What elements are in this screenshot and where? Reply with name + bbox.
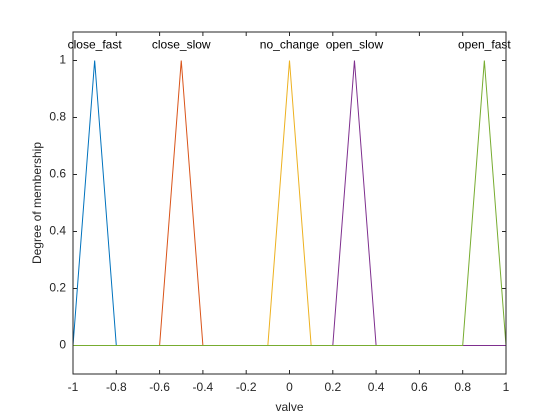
- series-label: close_fast: [68, 38, 123, 52]
- x-tick-label: 0.6: [411, 380, 428, 394]
- x-tick-label: -0.6: [149, 380, 170, 394]
- x-tick-label: -0.4: [193, 380, 214, 394]
- x-tick-label: 0.4: [368, 380, 385, 394]
- x-tick-label: -0.2: [236, 380, 257, 394]
- y-tick-label: 0: [59, 338, 66, 352]
- y-axis-label: Degree of membership: [30, 142, 44, 264]
- x-tick-label: -1: [68, 380, 79, 394]
- series-label: no_change: [260, 38, 320, 52]
- x-tick-label: 0.2: [324, 380, 341, 394]
- x-tick-label: 0: [286, 380, 293, 394]
- series-label: open_slow: [326, 38, 384, 52]
- y-tick-label: 1: [59, 53, 66, 67]
- x-tick-label: 0.8: [454, 380, 471, 394]
- y-tick-label: 0.6: [49, 167, 66, 181]
- series-label: open_fast: [458, 38, 511, 52]
- x-tick-label: -0.8: [106, 380, 127, 394]
- series-line: [73, 60, 507, 346]
- series-label: close_slow: [152, 38, 211, 52]
- x-axis-label: valve: [275, 400, 303, 414]
- plot-frame: [72, 31, 507, 375]
- y-tick-label: 0.2: [49, 281, 66, 295]
- x-tick-label: 1: [503, 380, 510, 394]
- y-tick-label: 0.8: [49, 110, 66, 124]
- y-tick-label: 0.4: [49, 224, 66, 238]
